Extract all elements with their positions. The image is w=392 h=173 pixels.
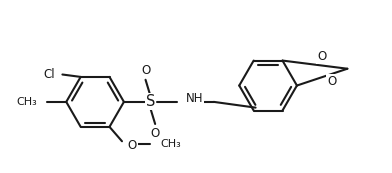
Text: NH: NH	[186, 92, 203, 104]
Text: O: O	[317, 50, 327, 63]
Text: O: O	[327, 75, 336, 88]
Text: Cl: Cl	[43, 68, 55, 81]
Text: CH₃: CH₃	[160, 139, 181, 149]
Text: O: O	[151, 127, 160, 140]
Text: CH₃: CH₃	[17, 97, 37, 107]
Text: O: O	[141, 64, 150, 77]
Text: S: S	[146, 94, 155, 109]
Text: O: O	[128, 139, 137, 152]
